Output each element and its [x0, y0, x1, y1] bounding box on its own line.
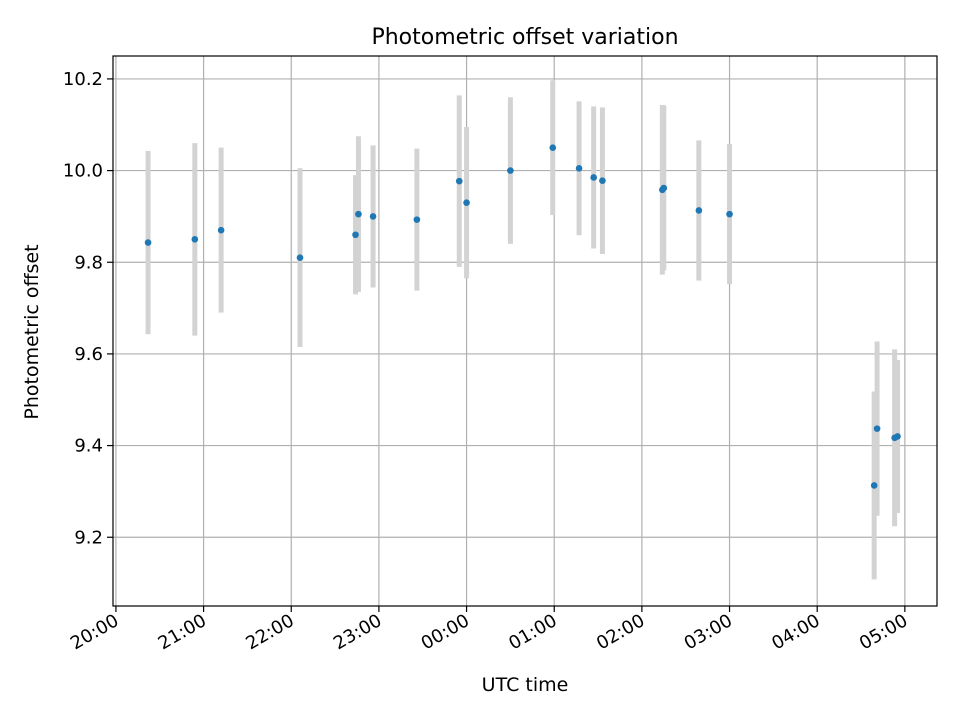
data-point: [355, 210, 362, 218]
y-axis-label: Photometric offset: [21, 244, 43, 419]
data-point: [507, 167, 514, 174]
grid: [113, 56, 937, 606]
y-axis: 9.2 9.4 9.6 9.8 10.0 10.2: [63, 69, 113, 548]
x-axis-label: UTC time: [482, 674, 569, 696]
data-point: [599, 177, 606, 184]
data-point: [413, 216, 421, 223]
data-point: [369, 213, 377, 220]
y-tick-label: 9.4: [74, 436, 103, 457]
data-point: [894, 433, 901, 440]
x-tick-label: 03:00: [681, 610, 736, 654]
plot-frame: [112, 55, 938, 607]
data-point: [660, 184, 668, 192]
x-tick-label: 02:00: [593, 610, 648, 654]
data-point: [873, 425, 881, 432]
data-point: [217, 226, 225, 234]
y-tick-label: 9.6: [74, 344, 103, 365]
data-point: [144, 239, 152, 246]
y-tick-label: 10.2: [63, 69, 103, 90]
data-point: [463, 199, 470, 206]
data-point: [352, 231, 359, 239]
x-tick-label: 21:00: [155, 610, 210, 654]
data-point: [590, 174, 597, 181]
x-tick-label: 05:00: [856, 610, 911, 654]
data-points: [144, 144, 901, 489]
data-point: [191, 236, 199, 243]
error-bars: [145, 80, 901, 580]
x-tick-label: 04:00: [768, 610, 823, 654]
x-tick-label: 00:00: [418, 610, 473, 654]
data-point: [695, 207, 703, 214]
data-point: [296, 254, 304, 261]
x-axis: 20:00 21:00 22:00 23:00 00:00 01:00 02:00 03:00…: [67, 606, 911, 654]
data-point: [575, 164, 583, 172]
data-point: [726, 210, 733, 218]
y-tick-label: 9.2: [74, 527, 103, 548]
x-tick-label: 20:00: [67, 610, 122, 654]
y-tick-label: 9.8: [74, 252, 103, 273]
data-point: [549, 144, 557, 151]
data-point: [455, 177, 463, 185]
x-tick-label: 22:00: [242, 610, 297, 654]
x-tick-label: 01:00: [505, 610, 560, 654]
data-point: [870, 482, 878, 489]
y-tick-label: 10.0: [63, 161, 103, 182]
chart-title: Photometric offset variation: [371, 25, 678, 50]
x-tick-label: 23:00: [330, 610, 385, 654]
